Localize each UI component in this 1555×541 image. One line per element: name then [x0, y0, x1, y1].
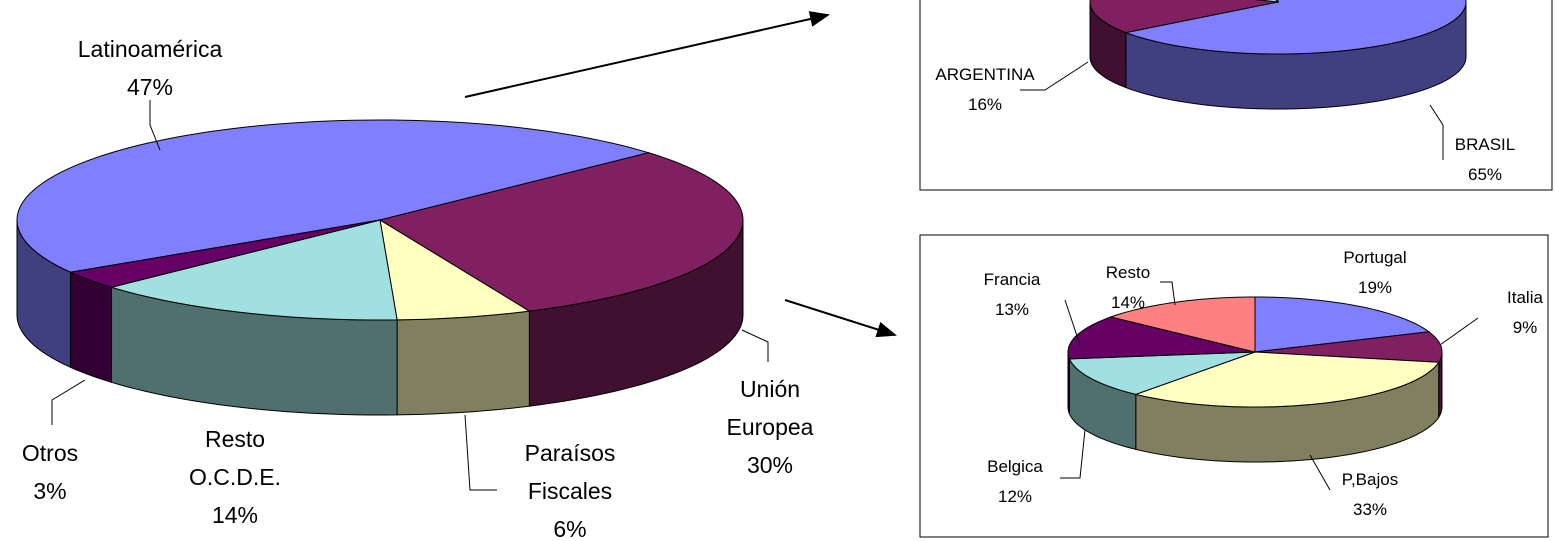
value-label: 14%	[1110, 293, 1146, 312]
pie-side	[69, 271, 113, 383]
inset-frame	[919, 234, 1549, 538]
category-label: Belgica	[987, 457, 1043, 476]
pie-side	[396, 310, 530, 416]
pie-slice	[16, 119, 651, 273]
slice-label: Paraísos Fiscales 6%	[495, 434, 645, 541]
value-label: 13%	[994, 300, 1030, 319]
category-label: P,Bajos	[1341, 470, 1399, 489]
slice-label: Belgica 12%	[975, 452, 1055, 512]
value-label: 3%	[33, 478, 67, 504]
leader-line	[1309, 454, 1331, 491]
pie-slice	[378, 152, 744, 312]
pie-slice	[1089, 0, 1279, 34]
pie-slice	[1255, 0, 1280, 3]
pie-slice	[1124, 0, 1467, 55]
slice-label: Unión Europea 30%	[710, 370, 830, 484]
inset-frame	[919, 0, 1553, 191]
pie-slice	[1109, 296, 1256, 353]
pie-slice	[1067, 316, 1256, 360]
slice-label: P,Bajos 33%	[1325, 465, 1415, 525]
value-label: 19%	[1357, 278, 1393, 297]
category-label: BRASIL	[1454, 135, 1516, 154]
category-label: Portugal	[1343, 248, 1407, 267]
pie-slice	[1275, 0, 1279, 4]
slice-label: Otros 3%	[10, 434, 90, 510]
leader-line	[464, 414, 497, 491]
leader-line	[1160, 281, 1176, 306]
leader-line	[1429, 104, 1444, 160]
slice-label: BRASIL 65%	[1435, 130, 1535, 190]
value-label: 12%	[997, 487, 1033, 506]
category-label: Italia	[1507, 288, 1543, 307]
value-label: 14%	[211, 502, 259, 528]
leader-line	[741, 329, 769, 362]
pie-slice	[1134, 351, 1440, 408]
value-label: 65%	[1467, 165, 1503, 184]
pie-slice	[68, 219, 381, 288]
value-label: 30%	[746, 452, 794, 478]
value-label: 9%	[1512, 318, 1538, 337]
slice-label: Latinoamérica 47%	[40, 30, 260, 106]
leader-line	[1020, 61, 1089, 91]
slice-label: Portugal 19%	[1325, 243, 1425, 303]
category-label: Resto	[1105, 263, 1151, 282]
leader-line	[1064, 299, 1081, 346]
slice-label: Francia 13%	[972, 265, 1052, 325]
value-label: 6%	[553, 516, 587, 541]
leader-line	[149, 100, 161, 151]
category-label: Francia	[983, 270, 1041, 289]
arrow	[784, 299, 897, 338]
slice-label: Resto O.C.D.E. 14%	[170, 420, 300, 534]
value-label: 47%	[126, 74, 174, 100]
pie-slice	[1254, 296, 1431, 353]
value-label: 33%	[1352, 500, 1388, 519]
pie-slice	[379, 219, 531, 321]
pie-slice	[109, 219, 398, 321]
slice-label: Italia 9%	[1495, 283, 1555, 343]
category-label: Paraísos Fiscales	[524, 440, 616, 504]
category-label: Resto O.C.D.E.	[188, 426, 281, 490]
leader-line	[51, 379, 86, 425]
category-label: Unión Europea	[726, 376, 814, 440]
slice-label: ARGENTINA 16%	[930, 60, 1040, 120]
category-label: Otros	[21, 440, 79, 466]
category-label: ARGENTINA	[935, 65, 1035, 84]
slice-label: Resto 14%	[1093, 258, 1163, 318]
category-label: Latinoamérica	[77, 36, 223, 62]
pie-slice	[1254, 331, 1443, 363]
pie-slice	[1068, 351, 1256, 395]
leader-line	[1060, 429, 1086, 479]
leader-line	[1439, 317, 1479, 346]
arrow	[464, 11, 830, 98]
pie-side	[1067, 351, 1070, 415]
value-label: 16%	[967, 95, 1003, 114]
